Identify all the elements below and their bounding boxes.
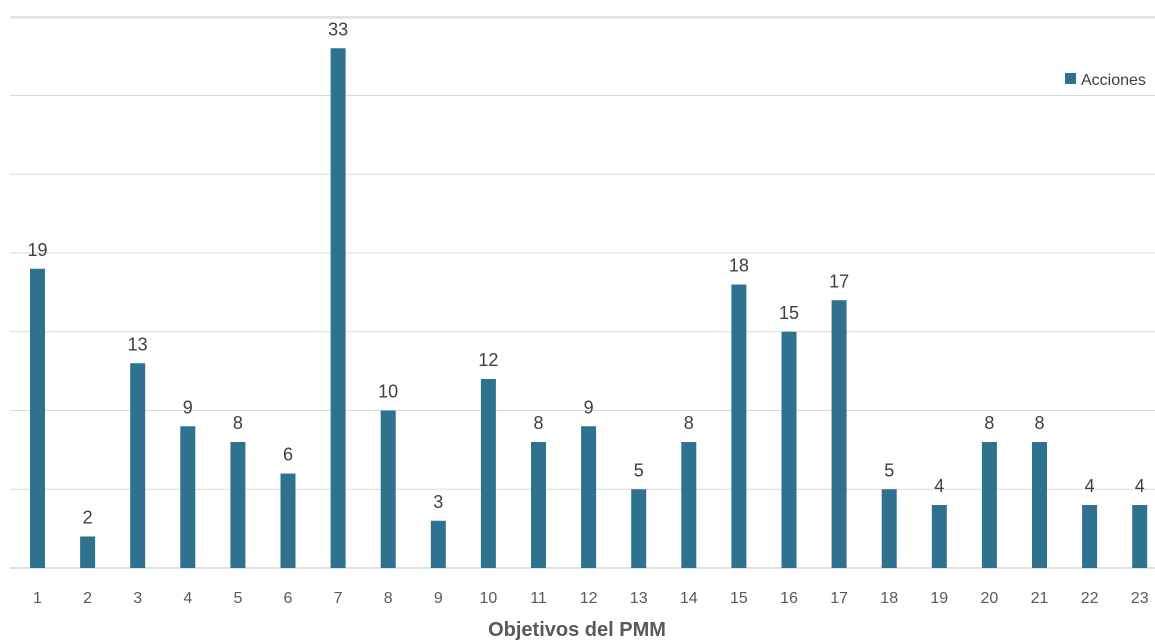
bar [180, 426, 196, 568]
data-label: 4 [1135, 476, 1145, 496]
x-axis-title: Objetivos del PMM [488, 619, 666, 641]
data-label: 5 [884, 460, 894, 480]
x-tick-label: 6 [284, 590, 293, 607]
bar [781, 331, 797, 568]
x-tick-label: 9 [434, 590, 443, 607]
data-labels: 19 2 13 9 8 6 33 10 3 12 8 9 5 8 18 15 17 5 4 8 8 4 4 [27, 19, 1144, 527]
data-label: 19 [27, 240, 47, 260]
data-label: 5 [634, 460, 644, 480]
bar [230, 442, 246, 568]
data-label: 13 [128, 334, 148, 354]
x-tick-label: 10 [480, 590, 498, 607]
bar [581, 426, 597, 568]
data-label: 9 [584, 397, 594, 417]
data-label: 8 [684, 413, 694, 433]
legend-label: Acciones [1081, 72, 1146, 89]
x-tick-labels: 1 2 3 4 5 6 7 8 9 10 11 12 13 14 15 16 17 18 19 20 21 22 23 [33, 590, 1149, 607]
bar [430, 520, 446, 568]
bar [531, 442, 546, 568]
bar [30, 268, 45, 568]
data-label: 4 [934, 476, 944, 496]
data-label: 33 [328, 19, 348, 39]
x-tick-label: 7 [334, 590, 343, 607]
x-tick-label: 4 [183, 590, 192, 607]
data-label: 8 [984, 413, 994, 433]
bar [80, 536, 96, 568]
x-tick-label: 15 [730, 590, 748, 607]
data-label: 17 [829, 271, 849, 291]
x-tick-label: 8 [384, 590, 393, 607]
x-tick-label: 20 [981, 590, 999, 607]
x-tick-label: 22 [1081, 590, 1099, 607]
x-tick-label: 17 [830, 590, 848, 607]
data-label: 15 [779, 303, 799, 323]
x-tick-label: 12 [580, 590, 598, 607]
data-label: 3 [433, 492, 443, 512]
x-tick-label: 1 [33, 590, 42, 607]
bar [280, 473, 296, 568]
data-label: 4 [1085, 476, 1095, 496]
data-label: 9 [183, 397, 193, 417]
bar [631, 489, 647, 568]
bar [330, 48, 346, 568]
bar [831, 300, 847, 568]
bar [1132, 505, 1148, 568]
data-label: 18 [729, 256, 749, 276]
bar [931, 505, 947, 568]
bar [380, 410, 396, 568]
x-tick-label: 21 [1031, 590, 1049, 607]
bar [1032, 442, 1047, 568]
x-tick-label: 3 [133, 590, 142, 607]
x-tick-label: 11 [530, 590, 547, 607]
x-tick-label: 2 [83, 590, 92, 607]
x-tick-label: 13 [630, 590, 648, 607]
data-label: 8 [233, 413, 243, 433]
x-tick-label: 14 [680, 590, 698, 607]
bar [881, 489, 897, 568]
data-label: 10 [378, 382, 398, 402]
legend-swatch [1065, 73, 1076, 84]
data-label: 12 [478, 350, 498, 370]
data-label: 2 [83, 508, 93, 528]
data-label: 8 [533, 413, 543, 433]
bar [681, 442, 697, 568]
x-tick-label: 5 [233, 590, 242, 607]
bar [731, 284, 747, 568]
bar [130, 363, 146, 568]
bar [1082, 505, 1098, 568]
x-tick-label: 19 [930, 590, 948, 607]
x-tick-label: 23 [1131, 590, 1149, 607]
x-tick-label: 16 [780, 590, 798, 607]
data-label: 8 [1034, 413, 1044, 433]
bars [30, 48, 1148, 568]
x-tick-label: 18 [880, 590, 898, 607]
bar [981, 442, 997, 568]
bar [480, 379, 496, 568]
data-label: 6 [283, 445, 293, 465]
legend: Acciones [1065, 72, 1146, 89]
